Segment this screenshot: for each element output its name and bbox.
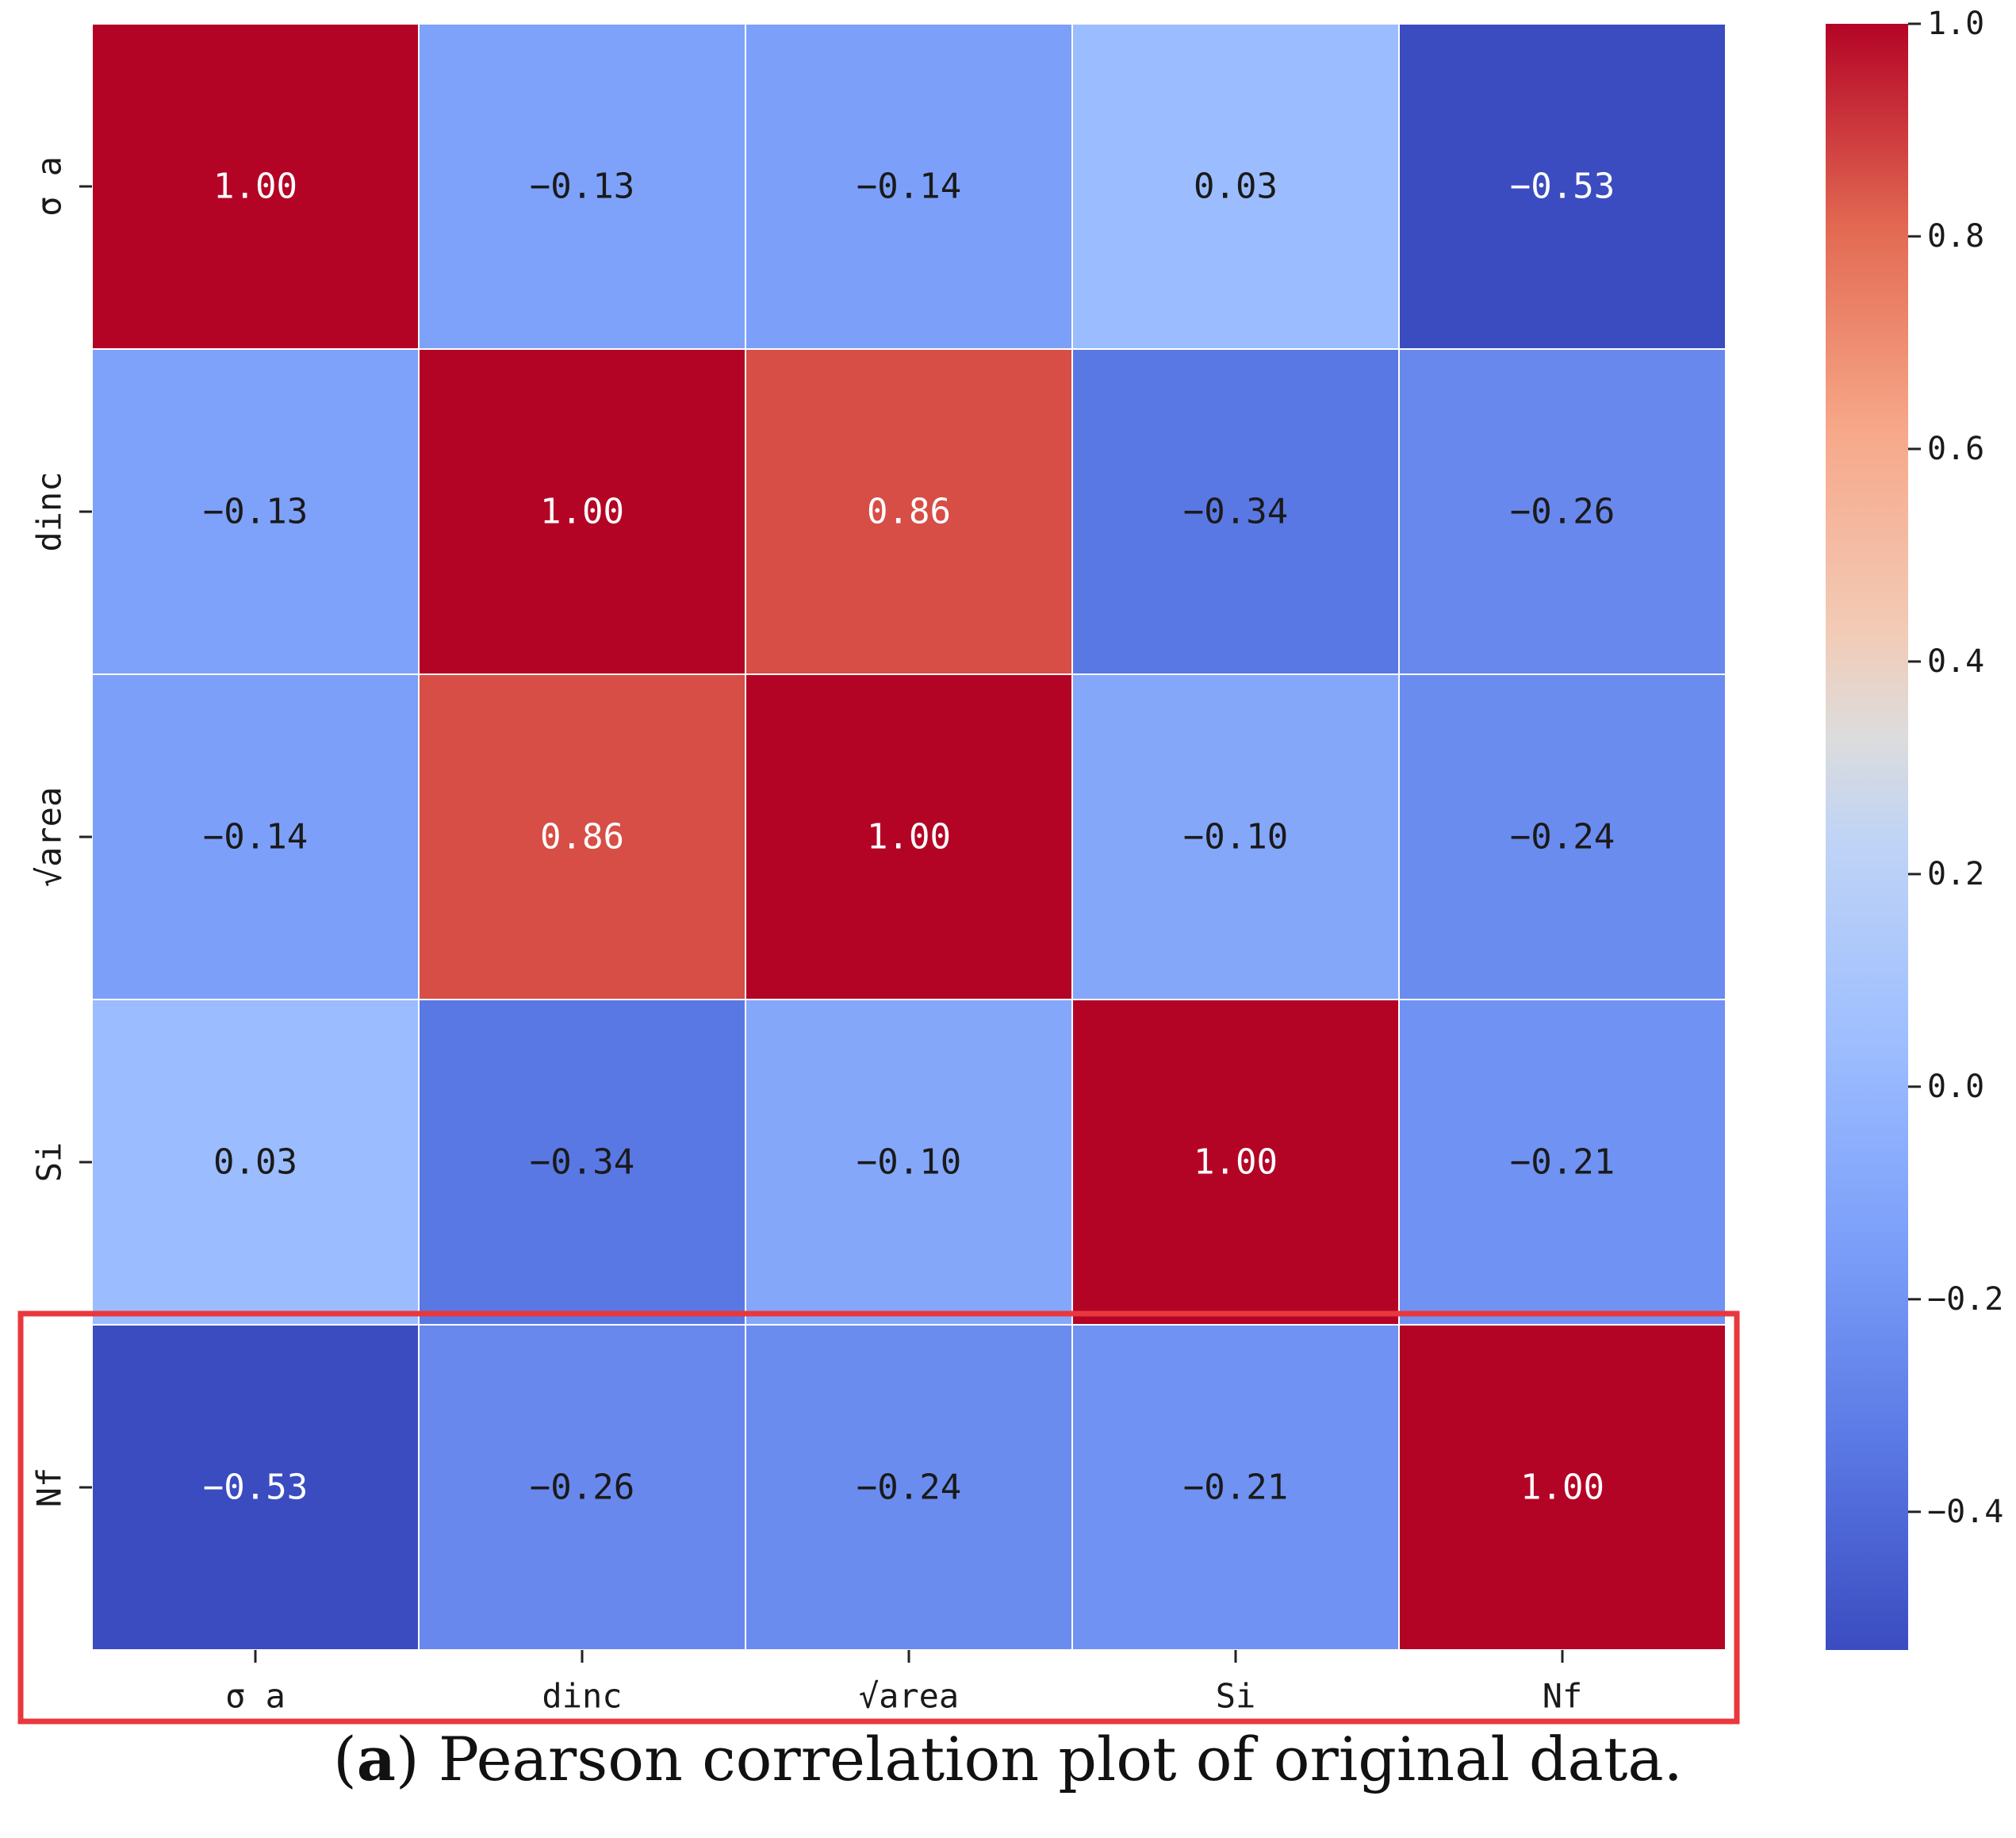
cell-value-label: −0.10: [857, 1142, 961, 1183]
heatmap-cell: [93, 675, 418, 999]
colorbar-tick-label: 0.4: [1927, 643, 1984, 680]
y-tick-label-sigma-a: σ a: [30, 156, 69, 217]
cell-value-label: −0.14: [203, 817, 308, 858]
figure-caption: (a) Pearson correlation plot of original…: [333, 1724, 1683, 1794]
heatmap-cell: [420, 350, 745, 673]
cell-value-label: −0.26: [1510, 492, 1615, 532]
x-tick-label-sqrt-area: √area: [859, 1677, 959, 1716]
heatmap-cell: [1073, 675, 1398, 999]
cell-value-label: 1.00: [867, 817, 951, 858]
heatmap-cell: [746, 1000, 1071, 1324]
heatmap-cell: [746, 25, 1071, 348]
cell-value-label: 0.86: [540, 817, 624, 858]
cell-value-label: 0.03: [1194, 167, 1278, 207]
cell-value-label: −0.34: [530, 1142, 634, 1183]
heatmap-cell: [746, 350, 1071, 673]
heatmap-cell: [1400, 1000, 1725, 1324]
cell-value-label: −0.26: [530, 1468, 634, 1508]
y-tick-label-sqrt-area: √area: [30, 787, 69, 887]
x-tick-label-dinc: dinc: [542, 1677, 622, 1716]
heatmap-cell: [1400, 1326, 1725, 1649]
x-tick-label-si: Si: [1216, 1677, 1256, 1716]
colorbar-tick-label: 0.8: [1927, 218, 1984, 255]
cell-value-label: 0.03: [213, 1142, 297, 1183]
heatmap-cell: [93, 1326, 418, 1649]
highlight-box-nf-row: [17, 1310, 1740, 1725]
heatmap-cell: [420, 25, 745, 348]
colorbar-tick-label: 0.6: [1927, 431, 1984, 467]
y-tick-label-dinc: dinc: [30, 471, 69, 551]
caption-text: Pearson correlation plot of original dat…: [438, 1724, 1683, 1794]
heatmap-cell: [1400, 350, 1725, 673]
cell-value-label: 1.00: [213, 167, 297, 207]
cell-value-label: 0.86: [867, 492, 951, 532]
y-tick-label-si: Si: [30, 1142, 69, 1183]
heatmap-cell: [420, 675, 745, 999]
cell-value-label: 1.00: [1194, 1142, 1278, 1183]
colorbar-tick-label: 0.2: [1927, 856, 1984, 892]
x-tick-label-nf: Nf: [1543, 1677, 1583, 1716]
heatmap-cell: [420, 1000, 745, 1324]
heatmap-cell: [93, 350, 418, 673]
colorbar-tick-label: 0.0: [1927, 1069, 1984, 1105]
heatmap-cell: [1400, 675, 1725, 999]
cell-value-label: −0.21: [1510, 1142, 1615, 1183]
y-tick-label-nf: Nf: [30, 1468, 69, 1508]
heatmap-cell: [1073, 1000, 1398, 1324]
cell-value-label: −0.14: [857, 167, 961, 207]
cell-value-label: −0.10: [1183, 817, 1288, 858]
colorbar-tick-label: −0.2: [1927, 1281, 2003, 1318]
cell-value-label: −0.24: [857, 1468, 961, 1508]
cell-value-label: 1.00: [540, 492, 624, 532]
cell-value-label: −0.24: [1510, 817, 1615, 858]
cell-value-label: −0.53: [203, 1468, 308, 1508]
cell-value-label: −0.13: [530, 167, 634, 207]
heatmap-cell: [93, 1000, 418, 1324]
heatmap-cell: [746, 675, 1071, 999]
cell-value-label: −0.34: [1183, 492, 1288, 532]
heatmap-axes: σ a σ a dinc dinc √area √area Si Si Nf Nf: [30, 156, 1583, 1715]
cell-value-label: −0.13: [203, 492, 308, 532]
highlight-layer: [17, 1310, 1740, 1725]
colorbar: 1.0 0.8 0.6 0.4 0.2 0.0 −0.2 −0.4: [1826, 6, 2003, 1650]
heatmap-cell: [1073, 25, 1398, 348]
colorbar-gradient: [1826, 24, 1908, 1650]
cell-value-label: −0.21: [1183, 1468, 1288, 1508]
caption-label: a: [356, 1724, 397, 1794]
colorbar-tick-label: 1.0: [1927, 6, 1984, 42]
heatmap-cell: [1073, 1326, 1398, 1649]
heatmap-cell: [420, 1326, 745, 1649]
x-tick-label-sigma-a: σ a: [225, 1677, 286, 1716]
heatmap-cell: [93, 25, 418, 348]
cell-value-label: 1.00: [1520, 1468, 1604, 1508]
heatmap-cell: [1400, 25, 1725, 348]
cell-value-label: −0.53: [1510, 167, 1615, 207]
heatmap-cells: 1.00 −0.13 −0.14 0.03 −0.53 −0.13 1.00 0.86 −0.3…: [92, 24, 1726, 1650]
colorbar-tick-label: −0.4: [1927, 1494, 2003, 1530]
heatmap-cell: [1073, 350, 1398, 673]
heatmap-cell: [746, 1326, 1071, 1649]
